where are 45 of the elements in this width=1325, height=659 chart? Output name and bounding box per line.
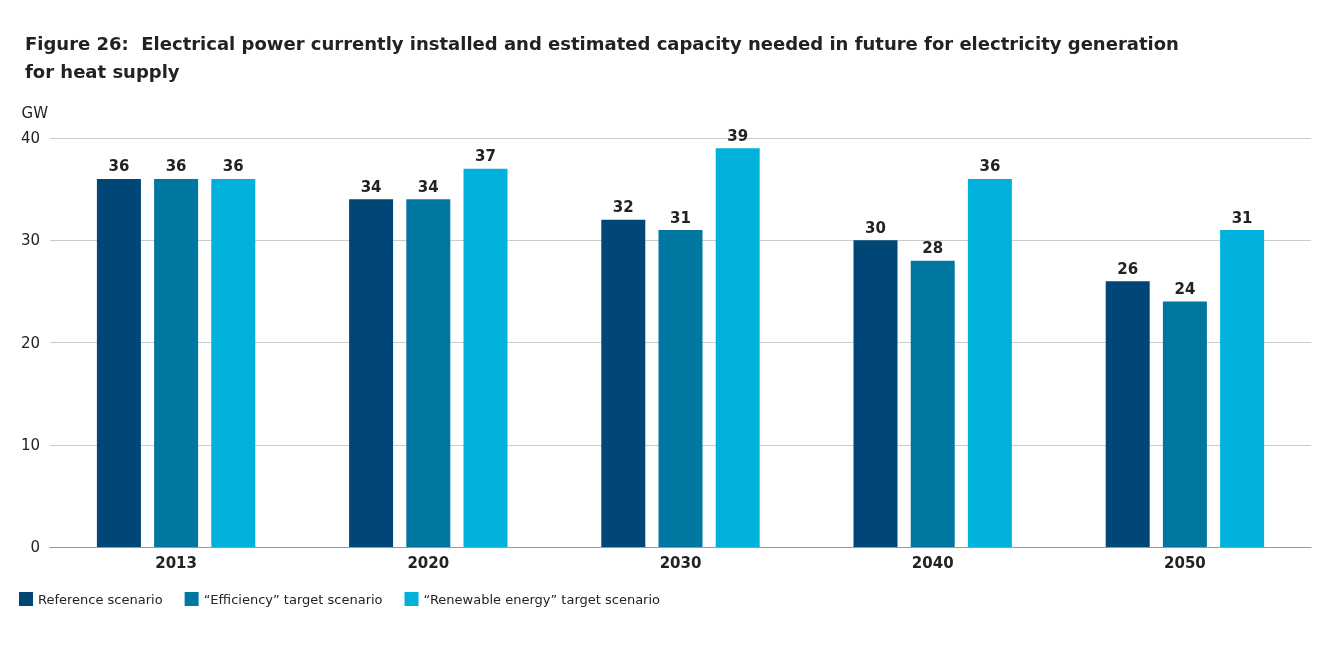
- data-label: 36: [108, 157, 130, 176]
- bar: [910, 260, 955, 547]
- data-label: 37: [475, 147, 496, 166]
- bar: [1162, 301, 1207, 547]
- y-tick-label: 30: [20, 231, 40, 250]
- bar: [96, 178, 141, 547]
- bar: [211, 178, 256, 547]
- data-label: 32: [612, 198, 634, 217]
- data-label: 31: [670, 208, 691, 227]
- data-label: 30: [865, 218, 886, 237]
- y-tick-label: 20: [20, 333, 40, 352]
- bar: [1105, 281, 1150, 547]
- y-axis-title: GW: [21, 103, 49, 122]
- y-tick-label: 0: [30, 538, 40, 556]
- legend-label: “Efficiency” target scenario: [203, 591, 383, 607]
- data-label: 28: [922, 239, 944, 258]
- y-tick-label: 10: [20, 435, 40, 454]
- bar: [349, 199, 394, 547]
- bar: [715, 148, 760, 547]
- data-label: 36: [222, 157, 244, 176]
- data-label: 36: [165, 157, 187, 176]
- legend-label: “Renewable energy” target scenario: [423, 591, 661, 607]
- legend-label: Reference scenario: [38, 591, 163, 607]
- x-tick-label: 2020: [407, 553, 450, 572]
- bar: [658, 230, 703, 547]
- y-tick-label: 40: [20, 129, 40, 147]
- data-label: 31: [1231, 208, 1253, 227]
- x-tick-label: 2040: [911, 553, 954, 572]
- data-label: 39: [727, 126, 749, 145]
- data-label: 36: [979, 157, 1001, 176]
- data-label: 34: [417, 177, 439, 196]
- data-label: 24: [1174, 280, 1196, 299]
- chart-title: Figure 26: Electrical power currently installed and estimated capacity needed in future for electricity generation for heat supply: [25, 32, 1179, 82]
- bar: [853, 240, 898, 547]
- data-label: 26: [1117, 259, 1139, 278]
- bar: [406, 199, 451, 547]
- x-tick-label: 2013: [155, 553, 197, 572]
- bar: [154, 178, 199, 547]
- bar: [601, 219, 646, 547]
- x-tick-label: 2050: [1164, 553, 1206, 572]
- bar: [463, 168, 508, 547]
- data-label: 34: [360, 177, 382, 196]
- x-tick-label: 2030: [659, 553, 702, 572]
- bar: [1220, 230, 1265, 547]
- bar: [967, 178, 1012, 547]
